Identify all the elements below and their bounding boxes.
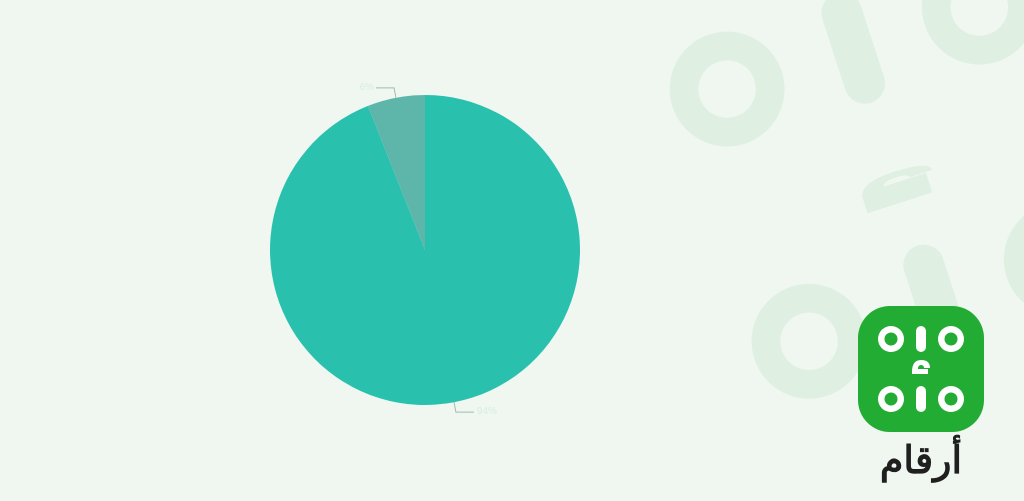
brand-block: أرقام (858, 306, 984, 483)
pie-leader-line (454, 402, 474, 412)
pie-leader-line (376, 88, 396, 98)
brand-wordmark: أرقام (858, 438, 984, 483)
brand-logo-icon (858, 306, 984, 432)
pie-slice-label-minor: 6% (346, 83, 374, 93)
chart-canvas: 94% 6% أرقام (0, 0, 1024, 501)
pie-slice-label-major: 94% (477, 407, 497, 417)
